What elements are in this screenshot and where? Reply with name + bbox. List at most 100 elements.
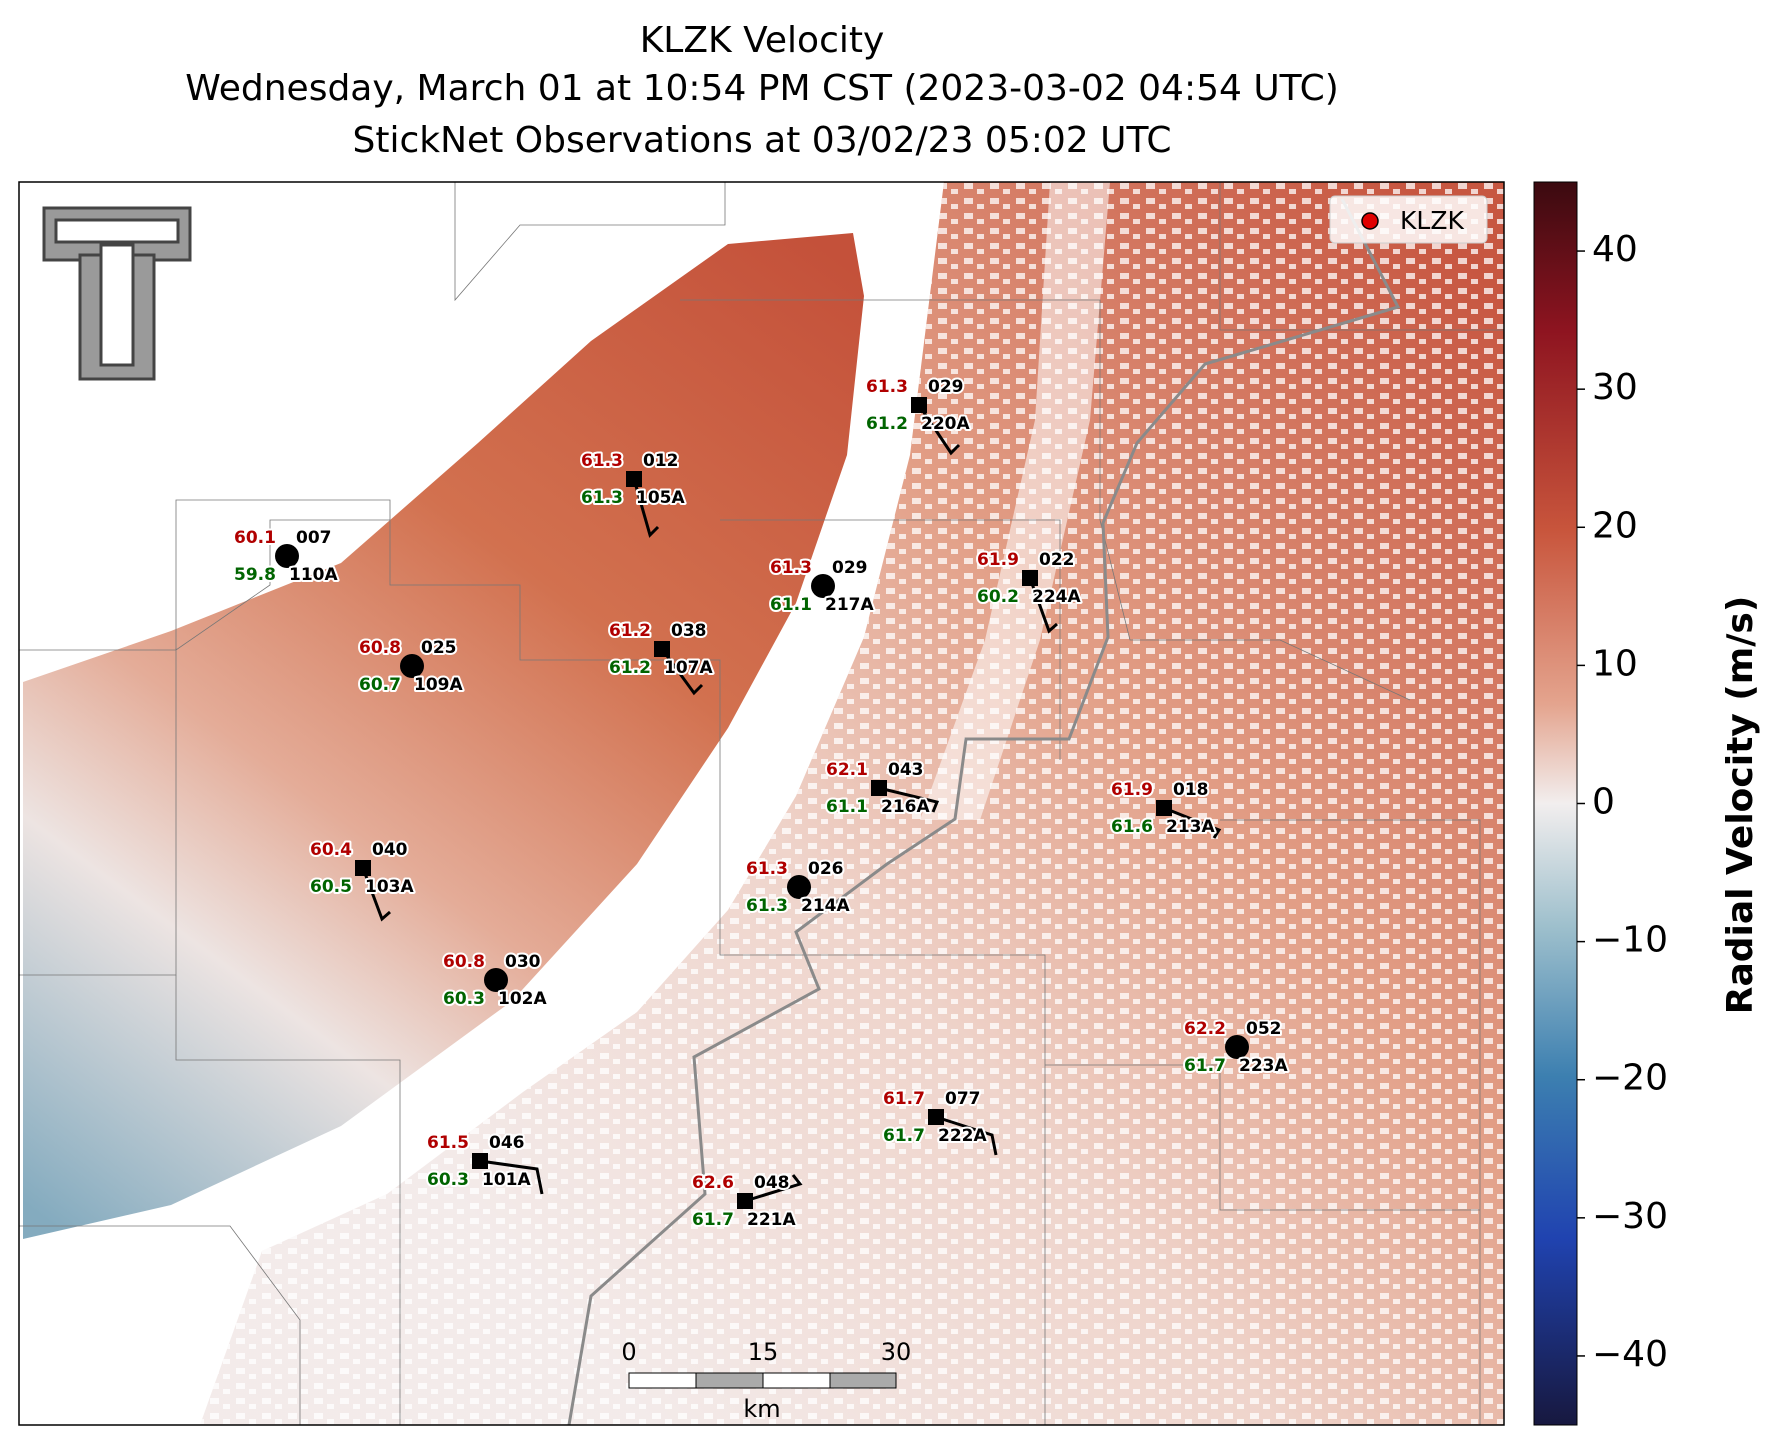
station: 62.1 043 61.1 216A [824, 758, 940, 819]
station-marker [787, 875, 811, 899]
station-code: 052 [1246, 1019, 1282, 1039]
scale-unit: km [743, 1395, 780, 1423]
station-code: 026 [808, 859, 844, 879]
dewpoint: 61.7 [1184, 1056, 1226, 1076]
station: 60.8 030 60.3 102A [441, 950, 549, 1011]
dewpoint: 61.7 [692, 1210, 734, 1230]
temperature: 62.1 [826, 760, 868, 780]
station-marker [1156, 800, 1172, 816]
plot-frame [18, 181, 1505, 1426]
dewpoint: 60.5 [310, 877, 352, 897]
station-id: 110A [289, 565, 338, 585]
temperature: 60.8 [443, 952, 485, 972]
station-marker [626, 471, 642, 487]
subtitle: Wednesday, March 01 at 10:54 PM CST (202… [185, 68, 1339, 109]
logo [42, 206, 192, 381]
scale-label: 0 [621, 1338, 636, 1366]
station-marker [654, 641, 670, 657]
temperature: 61.5 [427, 1133, 469, 1153]
dewpoint: 61.2 [866, 414, 908, 434]
scale-bar: 0 15 30 km [621, 1338, 911, 1423]
station-code: 029 [832, 558, 868, 578]
colorbar-tick-label: 10 [1592, 643, 1638, 684]
station-code: 048 [754, 1173, 790, 1193]
station-marker [355, 860, 371, 876]
colorbar-tick-label: 40 [1592, 229, 1638, 270]
station-code: 007 [296, 528, 332, 548]
dewpoint: 61.6 [1111, 817, 1153, 837]
colorbar-tick-label: −10 [1592, 920, 1668, 961]
temperature: 62.2 [1184, 1019, 1226, 1039]
station: 61.3 012 61.3 105A [579, 449, 687, 538]
station-id: 214A [801, 896, 850, 916]
station-id: 103A [365, 877, 414, 897]
temperature: 61.3 [770, 558, 812, 578]
station-marker [928, 1109, 944, 1125]
station-marker [400, 654, 424, 678]
station-id: 222A [938, 1126, 987, 1146]
station-code: 046 [489, 1133, 525, 1153]
station-id: 102A [498, 989, 547, 1009]
title: KLZK Velocity [640, 20, 885, 61]
temperature: 60.8 [359, 638, 401, 658]
station: 62.2 052 61.7 223A [1182, 1017, 1290, 1078]
station-id: 105A [636, 488, 685, 508]
colorbar-tick-label: 30 [1592, 367, 1638, 408]
temperature: 61.3 [581, 451, 623, 471]
station-id: 107A [664, 658, 713, 678]
legend: KLZK [1329, 195, 1488, 244]
dewpoint: 60.3 [427, 1170, 469, 1190]
station-id: 224A [1032, 587, 1081, 607]
dewpoint: 61.2 [609, 658, 651, 678]
station: 61.5 046 60.3 101A [425, 1131, 544, 1195]
dewpoint: 60.2 [977, 587, 1019, 607]
dewpoint: 61.3 [581, 488, 623, 508]
temperature: 61.9 [1111, 780, 1153, 800]
legend-label: KLZK [1400, 206, 1464, 235]
station-code: 029 [928, 377, 964, 397]
dewpoint: 60.7 [359, 675, 401, 695]
colorbar-tick-label: −20 [1592, 1058, 1668, 1099]
station: 61.3 026 61.3 214A [744, 857, 852, 918]
station-id: 217A [825, 595, 874, 615]
station-code: 022 [1039, 550, 1075, 570]
station: 62.6 048 61.7 221A [690, 1171, 803, 1232]
station-id: 109A [414, 675, 463, 695]
temperature: 61.3 [866, 377, 908, 397]
temperature: 61.2 [609, 621, 651, 641]
station: 60.4 040 60.5 103A [308, 838, 416, 922]
radar-field [19, 182, 1504, 1425]
dewpoint: 59.8 [234, 565, 276, 585]
temperature: 60.1 [234, 528, 276, 548]
temperature: 61.3 [746, 859, 788, 879]
scale-label: 15 [748, 1338, 779, 1366]
station: 61.3 029 61.2 220A [864, 375, 972, 456]
station-marker [1022, 570, 1038, 586]
station-code: 012 [643, 451, 679, 471]
station-marker [275, 544, 299, 568]
colorbar-tick-label: −30 [1592, 1196, 1668, 1237]
dewpoint: 61.7 [883, 1126, 925, 1146]
colorbar-tick-label: 20 [1592, 505, 1638, 546]
station: 61.7 077 61.7 222A [881, 1087, 998, 1156]
colorbar-label: Radial Velocity (m/s) [1720, 596, 1761, 1015]
station-marker [871, 780, 887, 796]
station-code: 040 [372, 840, 408, 860]
far-band [23, 233, 864, 1239]
station-code: 077 [945, 1089, 981, 1109]
station-marker [811, 574, 835, 598]
temperature: 62.6 [692, 1173, 734, 1193]
station-id: 101A [482, 1170, 531, 1190]
county-lines [19, 182, 1504, 1425]
station-code: 025 [421, 638, 457, 658]
colorbar: Radial Velocity (m/s) 40 30 20 10 0 −10 −20 −30… [1533, 181, 1761, 1426]
station-code: 030 [505, 952, 541, 972]
legend-marker [1361, 212, 1379, 230]
dewpoint: 61.1 [770, 595, 812, 615]
scale-label: 30 [881, 1338, 912, 1366]
stations: 60.1 007 59.8 110A 61.3 012 61.3 105A 61.3 029 6… [232, 375, 1290, 1232]
station-marker [737, 1193, 753, 1209]
station: 60.1 007 59.8 110A [232, 526, 340, 587]
